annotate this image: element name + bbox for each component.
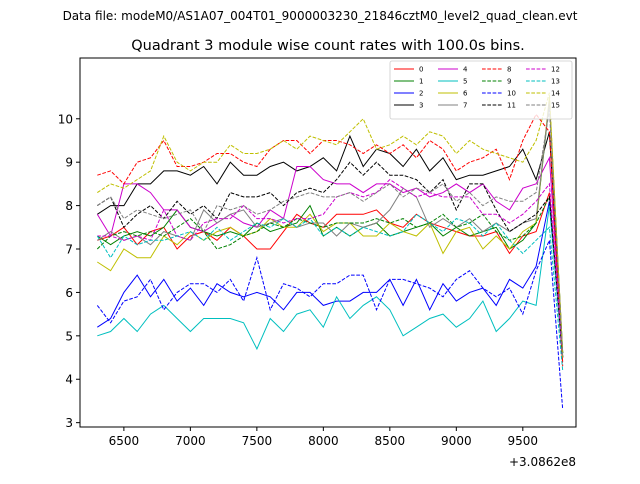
legend-label-9: 9 xyxy=(507,78,511,86)
series-line-0 xyxy=(97,192,564,362)
y-tick-label: 6 xyxy=(65,286,73,300)
series-line-11 xyxy=(97,161,564,358)
legend-box xyxy=(389,60,573,120)
legend-label-2: 2 xyxy=(419,90,423,98)
legend-label-3: 3 xyxy=(419,102,423,110)
x-tick-label: 6500 xyxy=(109,434,140,448)
legend-label-8: 8 xyxy=(507,66,511,74)
series-line-15 xyxy=(97,110,564,358)
series-line-4 xyxy=(96,155,564,358)
series-line-13 xyxy=(96,213,564,371)
series-line-2 xyxy=(97,201,564,358)
x-tick-label: 7000 xyxy=(175,434,206,448)
series-line-10 xyxy=(96,240,564,410)
legend-label-11: 11 xyxy=(507,102,516,110)
y-tick-label: 5 xyxy=(65,329,73,343)
figure-suptitle: Data file: modeM0/AS1A07_004T01_90000032… xyxy=(63,9,578,23)
x-tick-label: 9000 xyxy=(441,434,472,448)
x-offset-label: +3.0862e8 xyxy=(509,455,576,469)
legend-label-12: 12 xyxy=(551,66,560,74)
chart-title: Quadrant 3 module wise count rates with … xyxy=(131,38,525,54)
legend-label-13: 13 xyxy=(551,78,560,86)
legend-label-10: 10 xyxy=(507,90,516,98)
legend-label-14: 14 xyxy=(551,90,560,98)
series-line-8 xyxy=(97,113,564,367)
x-tick-label: 8000 xyxy=(308,434,339,448)
series-line-7 xyxy=(97,101,564,354)
axes-frame xyxy=(79,57,577,428)
y-axis: 3 4 5 6 7 8 9 10 xyxy=(58,112,80,430)
legend-label-4: 4 xyxy=(463,66,468,74)
x-axis: 6500 7000 7500 8000 8500 9000 9500 xyxy=(109,427,538,448)
series-line-5 xyxy=(97,205,564,358)
legend-label-6: 6 xyxy=(463,90,468,98)
legend-label-1: 1 xyxy=(419,78,423,86)
legend-label-7: 7 xyxy=(463,102,467,110)
series-line-12 xyxy=(97,178,564,358)
y-tick-label: 9 xyxy=(65,156,73,170)
x-tick-label: 7500 xyxy=(242,434,273,448)
y-tick-label: 4 xyxy=(65,373,73,387)
legend-label-0: 0 xyxy=(419,66,423,74)
plot-area xyxy=(96,92,564,410)
series-line-6 xyxy=(97,97,564,354)
y-tick-label: 7 xyxy=(65,243,73,257)
series-line-9 xyxy=(96,195,564,354)
y-tick-label: 3 xyxy=(65,416,73,430)
x-tick-label: 8500 xyxy=(375,434,406,448)
y-tick-label: 8 xyxy=(65,199,73,213)
legend-label-5: 5 xyxy=(463,78,467,86)
series-line-3 xyxy=(97,131,564,358)
legend-label-15: 15 xyxy=(551,102,560,110)
series-line-14 xyxy=(97,92,564,358)
x-tick-label: 9500 xyxy=(508,434,539,448)
y-tick-label: 10 xyxy=(58,112,73,126)
